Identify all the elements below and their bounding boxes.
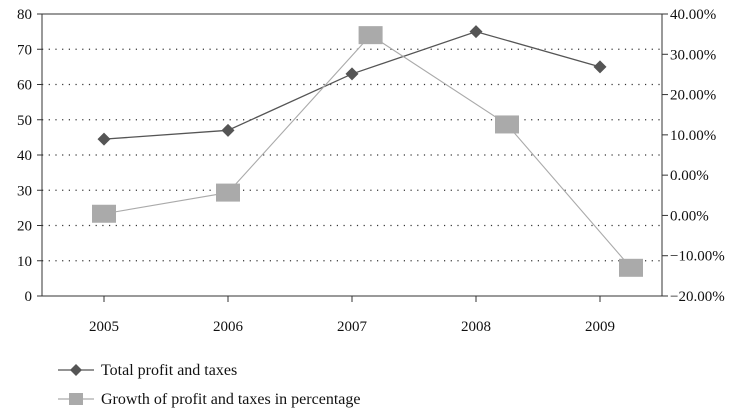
right-axis-tick-label: 0.00% — [670, 208, 709, 224]
left-axis-tick-label: 30 — [17, 183, 32, 199]
data-point-diamond — [345, 67, 359, 81]
right-axis-tick-label: 10.00% — [670, 128, 716, 144]
data-point-square — [92, 204, 116, 223]
x-axis-tick-label: 2007 — [337, 319, 368, 335]
left-axis-tick-label: 40 — [17, 148, 32, 164]
left-axis-tick-label: 20 — [17, 219, 32, 235]
data-point-square — [495, 115, 519, 134]
left-axis-tick-label: 0 — [25, 289, 33, 305]
data-point-diamond — [97, 132, 111, 146]
left-axis-tick-label: 50 — [17, 113, 32, 129]
data-point-square — [216, 183, 240, 202]
left-axis-tick-label: 10 — [17, 254, 32, 270]
x-axis-tick-label: 2009 — [585, 319, 615, 335]
right-axis-tick-label: −10.00% — [670, 249, 725, 265]
left-axis-tick-label: 80 — [17, 7, 32, 23]
right-axis-tick-label: 40.00% — [670, 7, 716, 23]
legend-label: Growth of profit and taxes in percentage — [101, 391, 360, 408]
left-axis-tick-label: 60 — [17, 78, 32, 94]
left-axis-tick-label: 70 — [17, 42, 32, 58]
series-line-total-profit — [103, 30, 601, 140]
data-point-diamond — [469, 25, 483, 39]
right-axis-tick-label: 0.00% — [670, 168, 709, 184]
right-axis-tick-label: −20.00% — [670, 289, 725, 305]
x-axis-tick-label: 2008 — [461, 319, 491, 335]
data-point-diamond — [593, 60, 607, 74]
legend-marker-diamond — [70, 364, 82, 376]
data-point-square — [619, 258, 643, 277]
legend-label: Total profit and taxes — [101, 362, 237, 379]
legend-marker-square — [69, 393, 83, 405]
right-axis-tick-label: 20.00% — [670, 88, 716, 104]
x-axis-tick-label: 2005 — [89, 319, 119, 335]
x-axis-tick-label: 2006 — [213, 319, 244, 335]
data-point-diamond — [221, 123, 235, 137]
right-axis-tick-label: 30.00% — [670, 47, 716, 63]
series-line-growth — [103, 34, 632, 269]
data-point-square — [358, 26, 383, 45]
